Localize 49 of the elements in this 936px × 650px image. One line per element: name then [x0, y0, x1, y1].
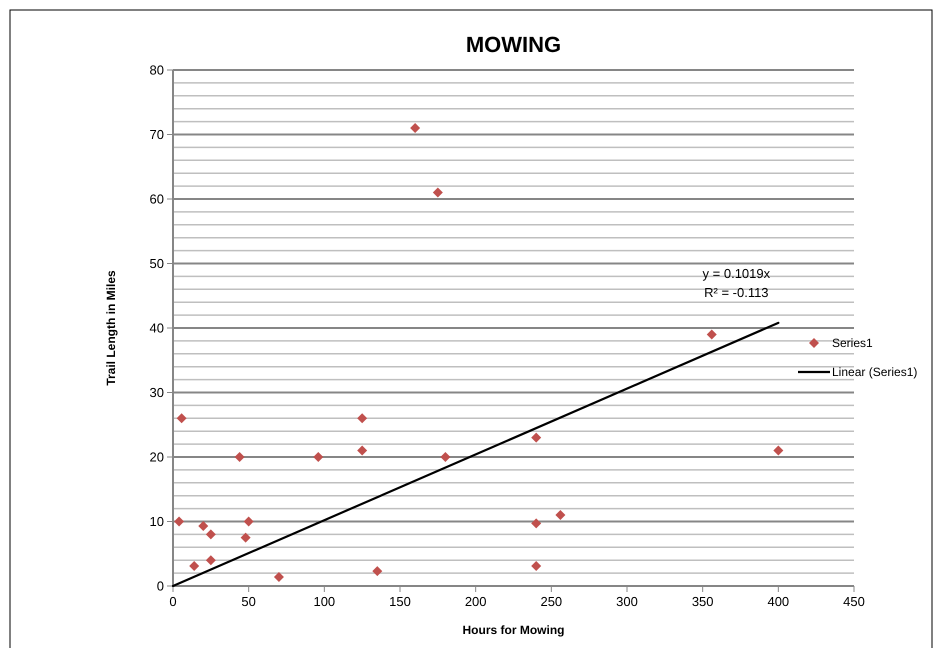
x-tick-label: 150 [389, 594, 411, 609]
point [244, 516, 254, 526]
x-tick-label: 100 [313, 594, 336, 609]
y-axis-title: Trail Length in Miles [104, 270, 118, 386]
point [206, 555, 216, 566]
legend-label: Series1 [832, 336, 874, 350]
x-tick-label: 200 [464, 594, 487, 609]
y-tick-label: 40 [150, 320, 164, 336]
point [531, 518, 542, 528]
x-tick-label: 0 [169, 594, 177, 609]
point [274, 572, 284, 582]
point [206, 529, 216, 540]
point [555, 510, 566, 520]
annotation: R² = -0.113 [704, 285, 769, 300]
point [313, 452, 324, 462]
y-tick-label: 70 [150, 127, 164, 142]
x-tick-label: 300 [616, 594, 638, 609]
point [410, 123, 420, 134]
x-axis-title: Hours for Mowing [462, 623, 564, 637]
legend-label: Linear (Series1) [832, 365, 918, 380]
y-tick-label: 60 [150, 192, 164, 207]
chart-title: MOWING [466, 32, 562, 57]
point [174, 516, 184, 526]
x-tick-label: 400 [767, 594, 790, 609]
point [531, 432, 542, 443]
point [240, 532, 251, 543]
point [198, 521, 208, 532]
y-tick-label: 80 [150, 62, 164, 78]
y-tick-label: 10 [150, 514, 164, 530]
point [432, 188, 443, 198]
y-tick-label: 0 [156, 578, 164, 594]
x-tick-label: 350 [692, 594, 714, 609]
y-tick-label: 50 [150, 256, 164, 272]
y-tick-label: 30 [150, 385, 164, 400]
point [773, 446, 784, 456]
point [234, 452, 245, 462]
x-tick-label: 450 [843, 594, 865, 609]
point [440, 452, 450, 462]
point [176, 413, 187, 424]
point [531, 561, 542, 572]
point [189, 561, 200, 572]
point [357, 413, 368, 424]
annotation: y = 0.1019x [702, 266, 771, 281]
x-tick-label: 50 [241, 594, 256, 609]
x-tick-label: 250 [540, 594, 562, 609]
point [372, 566, 382, 576]
y-tick-label: 20 [150, 450, 164, 465]
point [357, 446, 368, 456]
point [706, 329, 717, 340]
